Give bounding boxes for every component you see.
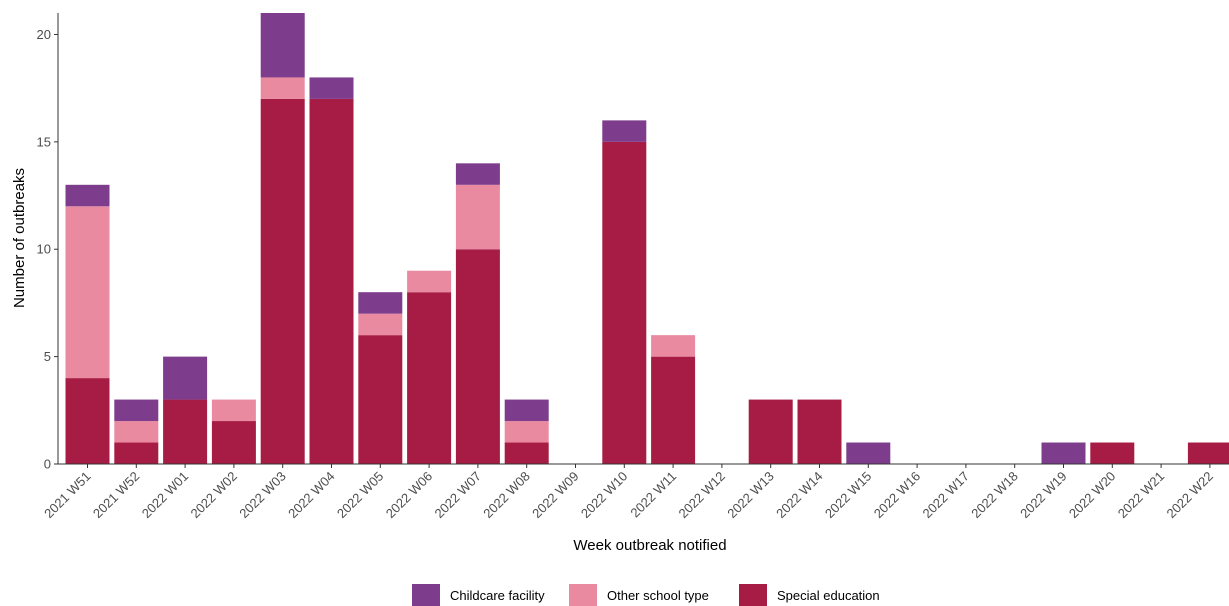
x-tick-label: 2022 W07	[432, 469, 485, 522]
bar-segment-special-education	[504, 442, 549, 464]
x-tick-label: 2022 W21	[1115, 469, 1168, 522]
legend-label: Childcare facility	[450, 588, 545, 603]
x-tick-label: 2022 W05	[334, 469, 387, 522]
x-tick-label: 2022 W03	[236, 469, 289, 522]
bar-segment-special-education	[455, 249, 500, 464]
y-tick-label: 15	[37, 134, 51, 149]
bar-segment-special-education	[358, 335, 403, 464]
x-tick-label: 2022 W18	[968, 469, 1021, 522]
legend-swatch-other-school-type	[569, 584, 597, 606]
x-tick-label: 2022 W01	[139, 469, 192, 522]
x-tick-label: 2022 W10	[578, 469, 631, 522]
bar-segment-other-school-type	[455, 184, 500, 250]
x-tick-label: 2022 W16	[871, 469, 924, 522]
bar-segment-childcare-facility	[260, 13, 305, 78]
y-tick-label: 20	[37, 27, 51, 42]
bar-segment-childcare-facility	[114, 399, 159, 422]
bar-segment-special-education	[651, 356, 696, 464]
bar-segment-special-education	[407, 292, 452, 464]
y-axis-title: Number of outbreaks	[11, 168, 28, 308]
bar-segment-other-school-type	[211, 399, 256, 422]
x-tick-label: 2021 W51	[41, 469, 94, 522]
legend-swatch-special-education	[739, 584, 767, 606]
bar-segment-childcare-facility	[358, 292, 403, 314]
x-tick-label: 2022 W13	[724, 469, 777, 522]
y-axis-ticks: 0 5 10 15 20	[37, 27, 58, 472]
bar-segment-other-school-type	[407, 270, 452, 293]
x-tick-label: 2022 W20	[1066, 469, 1119, 522]
x-tick-label: 2022 W09	[529, 469, 582, 522]
x-tick-label: 2022 W02	[188, 469, 241, 522]
x-tick-label: 2022 W22	[1164, 469, 1217, 522]
legend-swatch-childcare-facility	[412, 584, 440, 606]
bar-segment-special-education	[1187, 442, 1229, 464]
bar-segment-other-school-type	[260, 77, 305, 99]
legend: Childcare facility Other school type Speci…	[412, 584, 880, 606]
bar-segment-childcare-facility	[309, 77, 354, 99]
y-tick-label: 5	[44, 349, 51, 364]
bar-segment-special-education	[260, 98, 305, 465]
bar-segment-childcare-facility	[455, 163, 500, 185]
bar-segment-special-education	[1090, 442, 1135, 464]
bar-segment-other-school-type	[65, 206, 110, 379]
legend-label: Other school type	[607, 588, 709, 603]
bar-segment-special-education	[797, 399, 842, 464]
x-tick-label: 2022 W17	[920, 469, 973, 522]
x-tick-label: 2022 W06	[383, 469, 436, 522]
x-tick-label: 2022 W19	[1017, 469, 1070, 522]
bar-segment-childcare-facility	[1041, 442, 1086, 464]
bar-segment-special-education	[602, 141, 647, 465]
x-tick-label: 2022 W14	[773, 469, 826, 522]
bar-segment-special-education	[309, 98, 354, 465]
bar-segment-other-school-type	[114, 421, 159, 443]
x-tick-label: 2021 W52	[90, 469, 143, 522]
y-tick-label: 0	[44, 457, 51, 472]
bar-segment-childcare-facility	[65, 184, 110, 207]
legend-label: Special education	[777, 588, 880, 603]
bar-segment-special-education	[163, 399, 208, 464]
bar-segment-childcare-facility	[602, 120, 647, 142]
bar-segment-other-school-type	[504, 421, 549, 443]
bar-segment-special-education	[211, 421, 256, 464]
y-tick-label: 10	[37, 242, 51, 257]
bar-segment-other-school-type	[651, 335, 696, 357]
bars-layer	[65, 13, 1229, 465]
x-tick-label: 2022 W12	[676, 469, 729, 522]
x-tick-label: 2022 W11	[627, 469, 679, 521]
bar-segment-special-education	[114, 442, 159, 464]
x-tick-label: 2022 W08	[480, 469, 533, 522]
bar-segment-other-school-type	[358, 313, 403, 336]
bar-segment-childcare-facility	[504, 399, 549, 422]
bar-segment-special-education	[65, 378, 110, 464]
bar-segment-childcare-facility	[163, 356, 208, 400]
x-tick-label: 2022 W04	[285, 469, 338, 522]
x-tick-label: 2022 W15	[822, 469, 875, 522]
bar-segment-childcare-facility	[846, 442, 891, 464]
x-axis-title: Week outbreak notified	[573, 537, 726, 554]
bar-segment-special-education	[748, 399, 793, 464]
